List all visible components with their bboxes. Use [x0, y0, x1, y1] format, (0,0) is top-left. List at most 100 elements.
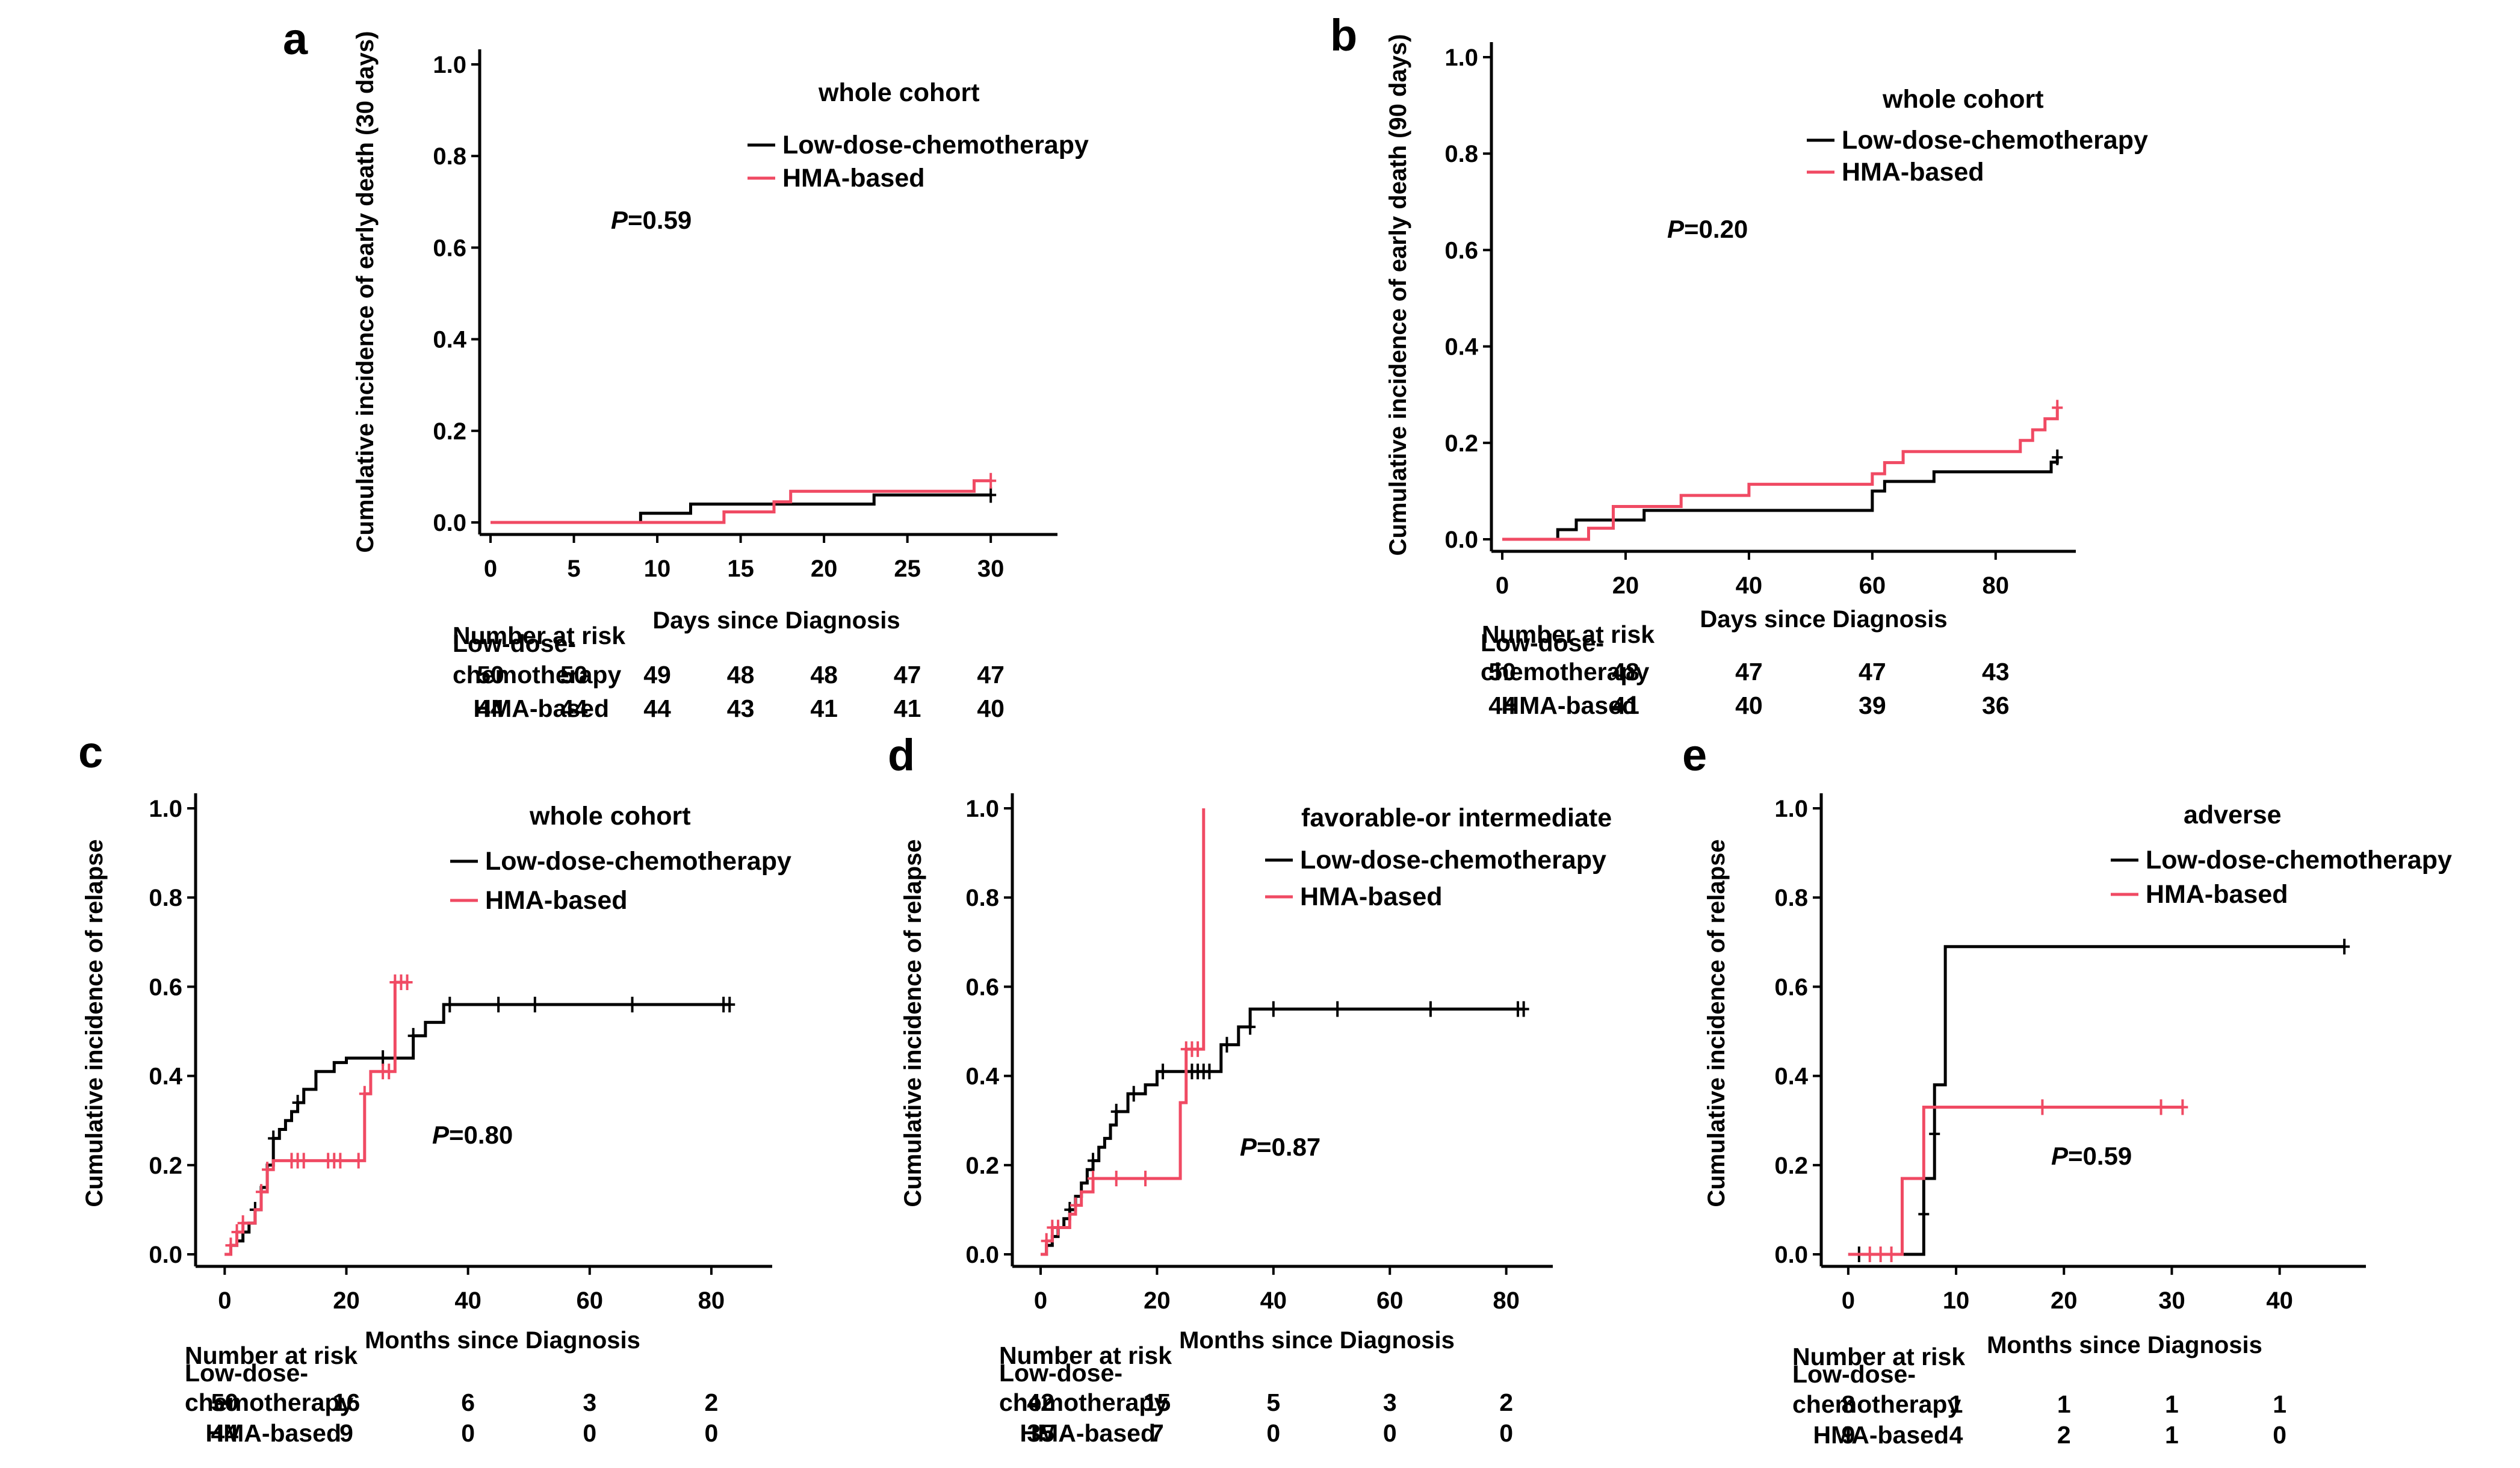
risk-value: 48 — [1612, 658, 1639, 686]
risk-value: 5 — [1266, 1389, 1280, 1416]
risk-value: 0 — [1499, 1419, 1513, 1447]
risk-value: 44 — [211, 1419, 239, 1447]
risk-value: 43 — [727, 695, 755, 722]
x-tick-label: 0 — [1842, 1287, 1855, 1314]
y-tick-label: 0.4 — [433, 327, 466, 353]
risk-value: 15 — [1144, 1389, 1171, 1416]
risk-value: 4 — [1949, 1421, 1963, 1449]
y-tick-label: 0.8 — [965, 885, 999, 911]
x-axis-label: Days since Diagnosis — [652, 607, 900, 634]
p-value-text: P=0.59 — [2051, 1142, 2132, 1170]
x-tick-label: 80 — [1983, 572, 2010, 599]
x-tick-label: 20 — [1144, 1287, 1171, 1314]
p-value-text: P=0.20 — [1667, 215, 1748, 243]
y-tick-label: 0.8 — [1774, 885, 1808, 911]
x-tick-label: 60 — [1376, 1287, 1404, 1314]
panel-letter: c — [78, 727, 103, 777]
risk-value: 16 — [333, 1389, 361, 1416]
p-value-text: P=0.87 — [1240, 1133, 1320, 1161]
panel-letter: a — [283, 14, 308, 64]
legend-title: adverse — [2184, 801, 2282, 829]
x-tick-label: 25 — [894, 556, 921, 582]
x-tick-label: 80 — [698, 1287, 725, 1314]
risk-value: 47 — [1735, 658, 1763, 686]
risk-value: 44 — [477, 695, 504, 722]
risk-row-label: HMA-based — [1020, 1419, 1156, 1447]
x-axis-label: Months since Diagnosis — [365, 1327, 640, 1354]
risk-row-label: HMA-based — [205, 1419, 341, 1447]
risk-table-title: Number at risk — [453, 622, 625, 649]
panel-letter: b — [1330, 10, 1357, 60]
risk-value: 50 — [477, 661, 504, 689]
risk-row-label: chemotherapy — [1481, 658, 1649, 686]
y-tick-label: 0.0 — [433, 510, 466, 536]
risk-row-label: chemotherapy — [1792, 1390, 1961, 1418]
p-value-symbol: P — [2051, 1142, 2069, 1170]
y-tick-label: 1.0 — [1444, 45, 1478, 71]
x-tick-label: 60 — [1859, 572, 1886, 599]
y-axis-label: Cumulative incidence of relapse — [900, 839, 926, 1207]
x-tick-label: 40 — [2266, 1287, 2293, 1314]
p-value: =0.80 — [449, 1121, 513, 1149]
risk-table-title: Number at risk — [1482, 621, 1655, 648]
series-line-hma — [1502, 407, 2059, 541]
series-line-hma — [491, 479, 991, 524]
risk-row-label: Low-dose- — [1481, 629, 1604, 657]
x-tick-label: 0 — [218, 1287, 231, 1314]
p-value-symbol: P — [432, 1121, 450, 1149]
risk-value: 0 — [705, 1419, 719, 1447]
risk-value: 0 — [461, 1419, 475, 1447]
risk-row-label: chemotherapy — [453, 661, 621, 689]
legend-entry: Low-dose-chemotherapy — [1300, 846, 1606, 875]
legend-entry: HMA-based — [1300, 882, 1443, 911]
series-line-low_dose — [491, 493, 991, 524]
y-tick-label: 1.0 — [149, 796, 182, 822]
risk-value: 2 — [1499, 1389, 1513, 1416]
x-tick-label: 0 — [484, 556, 497, 582]
y-tick-label: 0.8 — [1444, 141, 1478, 167]
x-tick-label: 40 — [1260, 1287, 1287, 1314]
risk-value: 3 — [1383, 1389, 1397, 1416]
series-line-low_dose — [224, 1003, 730, 1256]
y-tick-label: 0.0 — [965, 1242, 999, 1268]
risk-value: 44 — [1488, 692, 1516, 719]
risk-row-label: HMA-based — [1501, 692, 1637, 719]
risk-value: 43 — [1982, 658, 2010, 686]
risk-value: 40 — [977, 695, 1005, 722]
risk-value: 50 — [560, 661, 588, 689]
risk-value: 0 — [1383, 1419, 1397, 1447]
legend-entry: Low-dose-chemotherapy — [782, 131, 1089, 159]
y-tick-label: 0.4 — [149, 1064, 182, 1090]
risk-value: 0 — [1266, 1419, 1280, 1447]
x-tick-label: 80 — [1493, 1287, 1520, 1314]
risk-row-label: chemotherapy — [185, 1389, 353, 1416]
risk-value: 3 — [583, 1389, 596, 1416]
risk-value: 40 — [1735, 692, 1763, 719]
y-tick-label: 0.8 — [433, 143, 466, 170]
risk-value: 47 — [1859, 658, 1886, 686]
legend-title: whole cohort — [1882, 85, 2044, 114]
x-tick-label: 60 — [577, 1287, 604, 1314]
risk-value: 35 — [1027, 1419, 1054, 1447]
y-tick-label: 0.6 — [1444, 237, 1478, 264]
p-value-text: P=0.80 — [432, 1121, 513, 1149]
risk-value: 1 — [2165, 1390, 2179, 1418]
panel-letter: d — [888, 730, 915, 780]
y-tick-label: 0.0 — [1444, 527, 1478, 553]
y-axis-label: Cumulative incidence of early death (30 … — [352, 31, 379, 553]
legend-entry: HMA-based — [485, 886, 628, 915]
x-tick-label: 40 — [1736, 572, 1763, 599]
risk-value: 44 — [643, 695, 671, 722]
y-tick-label: 0.4 — [1444, 334, 1478, 361]
risk-value: 47 — [894, 661, 921, 689]
legend-entry: HMA-based — [782, 164, 925, 193]
y-axis-label: Cumulative incidence of early death (90 … — [1385, 34, 1411, 556]
risk-value: 7 — [1150, 1419, 1164, 1447]
panel-b: b 0.0 0.2 0.4 0.6 0.8 1.0 0 20 40 60 80 Cumulative i… — [1330, 10, 2148, 719]
y-tick-label: 0.8 — [149, 885, 182, 911]
